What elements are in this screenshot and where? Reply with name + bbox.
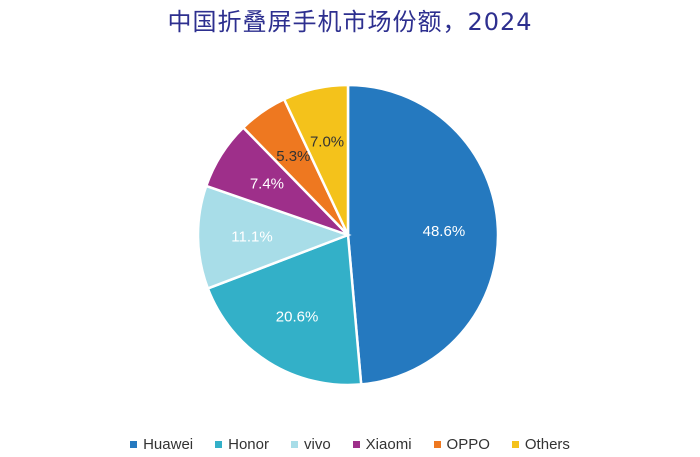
legend-label-oppo: OPPO [446, 436, 490, 453]
legend-item-huawei: Huawei [130, 436, 193, 453]
pie-slice-honor [206, 233, 363, 387]
legend-label-others: Others [524, 436, 570, 453]
pie-slice-vivo [196, 184, 352, 291]
pie-slice-others [282, 83, 350, 236]
data-label-huawei: 48.6% [423, 223, 466, 240]
data-label-oppo: 5.3% [276, 148, 310, 165]
legend-swatch-xiaomi [352, 441, 360, 448]
legend: Huawei Honor vivo Xiaomi OPPO Others [0, 436, 700, 453]
legend-swatch-honor [215, 441, 223, 448]
legend-swatch-others [511, 441, 519, 448]
legend-swatch-oppo [433, 441, 441, 448]
pie-slice-huawei [346, 83, 500, 386]
legend-item-honor: Honor [215, 436, 269, 453]
data-label-vivo: 11.1% [231, 229, 272, 246]
legend-item-xiaomi: Xiaomi [352, 436, 412, 453]
legend-label-vivo: vivo [303, 436, 331, 453]
legend-swatch-huawei [130, 441, 138, 448]
data-label-honor: 20.6% [276, 308, 319, 325]
data-label-xiaomi: 7.4% [250, 176, 284, 193]
chart-title: 中国折叠屏手机市场份额，2024 [167, 8, 533, 36]
legend-item-others: Others [511, 436, 570, 453]
data-label-others: 7.0% [310, 133, 344, 150]
legend-label-huawei: Huawei [143, 436, 194, 453]
legend-label-xiaomi: Xiaomi [365, 436, 412, 453]
legend-item-vivo: vivo [290, 436, 331, 453]
legend-item-oppo: OPPO [433, 436, 490, 453]
legend-swatch-vivo [290, 441, 298, 448]
legend-label-honor: Honor [228, 436, 269, 453]
